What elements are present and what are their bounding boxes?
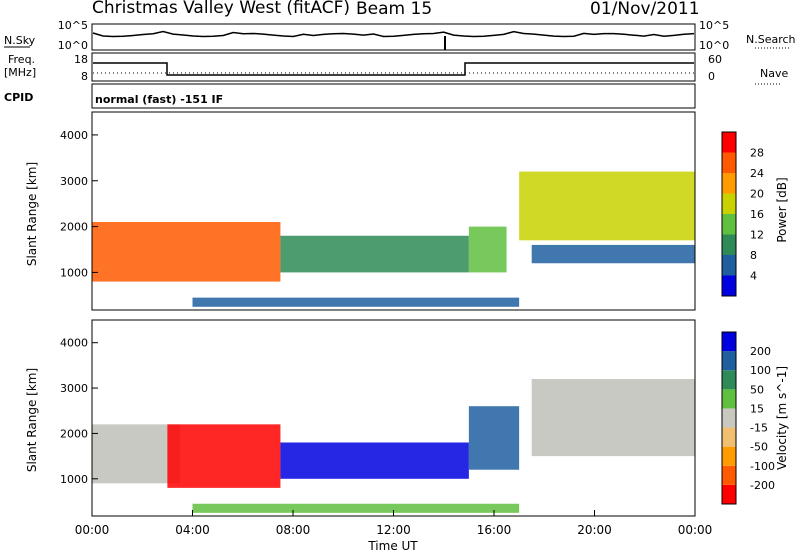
cpid-panel [91, 83, 696, 109]
noise-tick-top: 10^5 [58, 19, 88, 32]
colorbar-segment [722, 255, 736, 276]
power-echo-region [92, 222, 281, 282]
nsky-label: N.Sky [4, 34, 36, 47]
noise-line [92, 30, 695, 38]
y-tick-label: 2000 [60, 221, 88, 234]
colorbar-tick-label: 15 [750, 402, 764, 415]
velocity-echo-region [468, 406, 520, 470]
velocity-echo-region [192, 503, 520, 513]
y-tick-label: 4000 [60, 337, 88, 350]
velocity-echo-region [92, 424, 180, 484]
x-tick-label: 12:00 [376, 523, 411, 537]
colorbar-segment [722, 332, 736, 352]
freq-line [93, 62, 694, 76]
freq-unit-label: [MHz] [4, 66, 36, 79]
x-tick-label: 00:00 [678, 523, 713, 537]
velocity-echo-region [531, 378, 695, 457]
freq-tick-bottom: 8 [81, 70, 88, 83]
colorbar-segment [722, 173, 736, 194]
velocity-heatmap [92, 378, 695, 513]
power-panel [91, 111, 696, 311]
colorbar-tick-label: 28 [750, 147, 764, 160]
power-echo-region [192, 297, 520, 307]
power-echo-region [519, 171, 695, 241]
colorbar-segment [722, 408, 736, 428]
colorbar-segment [722, 427, 736, 447]
y-tick-label: 3000 [60, 175, 88, 188]
colorbar-tick-label: 20 [750, 188, 764, 201]
y-tick-label: 1000 [60, 473, 88, 486]
freq-tick-top: 18 [74, 53, 88, 66]
nsearch-tick-bottom: 10^0 [699, 39, 729, 52]
velocity-echo-region [167, 424, 281, 488]
colorbar-tick-label: 4 [750, 270, 757, 283]
power-heatmap [92, 171, 695, 307]
colorbar-segment [722, 465, 736, 485]
colorbar-tick-label: 50 [750, 383, 764, 396]
colorbar-tick-label: -100 [750, 460, 775, 473]
time-axis-label: Time UT [367, 539, 418, 553]
colorbar-segment [722, 370, 736, 390]
colorbar-tick-label: -200 [750, 479, 775, 492]
colorbar-tick-label: -15 [750, 422, 768, 435]
y-tick-label: 1000 [60, 266, 88, 279]
colorbar-tick-label: 100 [750, 364, 771, 377]
power-echo-region [531, 244, 695, 264]
plot-title: Christmas Valley West (fitACF) [92, 0, 351, 18]
colorbar-border [721, 331, 737, 505]
power-ylabel: Slant Range [km] [25, 162, 39, 266]
colorbar-tick-label: 8 [750, 249, 757, 262]
noise-panel [91, 23, 696, 51]
colorbar-tick-label: 16 [750, 208, 764, 221]
noise-tick-bottom: 10^0 [58, 39, 88, 52]
velocity-colorbar: 200 100 50 15 -15 -50 -100 -200 [721, 331, 775, 505]
x-tick-label: 04:00 [175, 523, 210, 537]
nsearch-label: N.Search [746, 33, 796, 46]
x-tick-label: 00:00 [75, 523, 110, 537]
colorbar-segment [722, 484, 736, 504]
colorbar-segment [722, 152, 736, 173]
power-echo-region [280, 235, 469, 273]
cpid-label: CPID [4, 91, 33, 104]
y-tick-label: 2000 [60, 427, 88, 440]
colorbar-tick-label: -50 [750, 441, 768, 454]
power-colorbar: 28 24 20 16 12 8 4 [721, 131, 764, 297]
colorbar-tick-label: 24 [750, 167, 764, 180]
nave-tick-bottom: 0 [708, 70, 715, 83]
velocity-echo-region [280, 442, 469, 479]
x-tick-label: 08:00 [276, 523, 311, 537]
colorbar-segment [722, 446, 736, 466]
freq-panel [91, 52, 696, 82]
colorbar-segment [722, 275, 736, 296]
y-tick-label: 4000 [60, 129, 88, 142]
colorbar-border [721, 131, 737, 297]
colorbar-tick-label: 12 [750, 229, 764, 242]
date-label: 01/Nov/2011 [590, 0, 700, 19]
colorbar-segment [722, 234, 736, 255]
colorbar-segment [722, 351, 736, 371]
colorbar-tick-label: 200 [750, 345, 771, 358]
colorbar-segment [722, 214, 736, 235]
beam-label: Beam 15 [356, 0, 433, 19]
nsearch-tick-top: 10^5 [699, 19, 729, 32]
mode-label: normal (fast) -151 IF [95, 93, 224, 106]
nave-tick-top: 60 [708, 53, 722, 66]
velocity-colorbar-label: Velocity [m s^-1] [775, 366, 789, 470]
x-tick-label: 20:00 [577, 523, 612, 537]
power-echo-region [468, 226, 507, 273]
y-tick-label: 3000 [60, 382, 88, 395]
colorbar-segment [722, 389, 736, 409]
nave-label: Nave [760, 67, 788, 80]
power-colorbar-label: Power [dB] [775, 177, 789, 242]
x-tick-label: 16:00 [477, 523, 512, 537]
colorbar-segment [722, 132, 736, 153]
colorbar-segment [722, 193, 736, 214]
freq-label: Freq. [8, 53, 35, 66]
velocity-ylabel: Slant Range [km] [25, 368, 39, 472]
